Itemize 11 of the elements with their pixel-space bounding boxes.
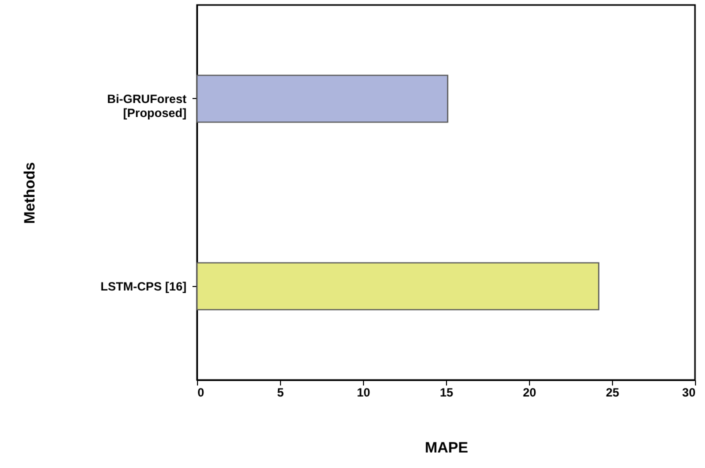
x-tick-label: 10 xyxy=(356,386,370,400)
y-axis-title: Methods xyxy=(22,162,38,224)
y-tick-label: LSTM-CPS [16] xyxy=(100,279,186,294)
x-tick-label: 0 xyxy=(198,386,204,400)
x-tick-label: 20 xyxy=(522,386,536,400)
x-axis-title: MAPE xyxy=(424,440,468,456)
x-tick-label: 15 xyxy=(440,386,454,400)
x-tick-label: 30 xyxy=(682,386,696,400)
y-tick-label: Bi-GRUForest [Proposed] xyxy=(107,92,186,120)
x-tick-label: 5 xyxy=(277,386,284,400)
x-tick-label: 25 xyxy=(606,386,620,400)
